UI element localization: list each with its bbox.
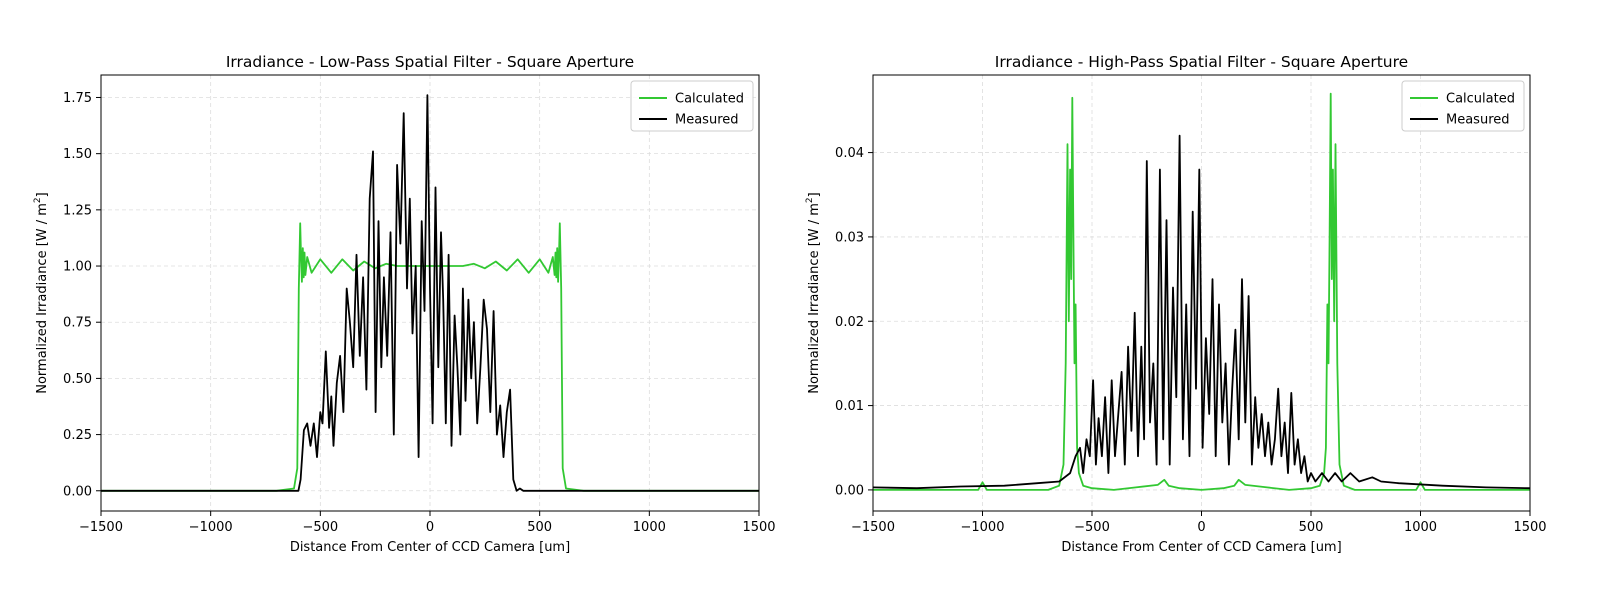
y-tick-label: 1.00	[63, 260, 92, 275]
y-tick-label: 0.00	[835, 483, 864, 498]
series-line-measured	[873, 134, 1530, 490]
y-tick-label: 0.50	[63, 372, 92, 387]
y-axis-label-end: ]	[807, 192, 822, 197]
x-tick-label: 500	[527, 520, 552, 535]
y-tick-label: 0.04	[835, 146, 864, 161]
y-axis-label-sup: 2	[805, 197, 815, 203]
y-axis-label-main: Normalized Irradiance [W / m	[807, 203, 822, 394]
y-tick-label: 0.03	[835, 230, 864, 245]
y-tick-label: 0.01	[835, 399, 864, 414]
y-axis-label: Normalized Irradiance [W / m2]	[805, 192, 822, 394]
x-axis-label: Distance From Center of CCD Camera [um]	[1061, 540, 1341, 555]
x-tick-label: −1000	[961, 520, 1005, 535]
chart-title: Irradiance - High-Pass Spatial Filter - …	[995, 53, 1408, 71]
x-tick-label: −500	[1074, 520, 1110, 535]
x-tick-label: 1500	[742, 520, 775, 535]
x-tick-label: 0	[426, 520, 434, 535]
y-tick-label: 1.50	[63, 147, 92, 162]
x-tick-label: −1500	[79, 520, 123, 535]
y-tick-label: 0.02	[835, 315, 864, 330]
x-tick-label: −500	[302, 520, 338, 535]
y-tick-label: 0.00	[63, 484, 92, 499]
chart-panel-1: −1500 −1000 −500 0 500 1000 1500 0.00 0.25 0.50 0.…	[33, 53, 776, 555]
x-tick-label: 0	[1197, 520, 1205, 535]
y-axis-label-main: Normalized Irradiance [W / m	[35, 203, 50, 394]
x-tick-label: 1000	[633, 520, 666, 535]
y-axis-label-sup: 2	[33, 197, 43, 203]
y-tick-label: 1.25	[63, 203, 92, 218]
y-tick-label: 0.75	[63, 316, 92, 331]
y-axis-label-end: ]	[35, 192, 50, 197]
x-tick-label: −1000	[189, 520, 233, 535]
y-axis-label: Normalized Irradiance [W / m2]	[33, 192, 50, 394]
x-tick-label: 1000	[1404, 520, 1437, 535]
series-line-calculated	[873, 92, 1530, 491]
chart-title: Irradiance - Low-Pass Spatial Filter - S…	[226, 53, 634, 71]
legend-label-calculated: Calculated	[1446, 92, 1515, 107]
x-tick-label: 500	[1299, 520, 1324, 535]
legend-label-measured: Measured	[675, 113, 739, 128]
chart-panel-2: −1500 −1000 −500 0 500 1000 1500 0.00 0.01 0.02 0.…	[805, 53, 1547, 555]
y-tick-label: 0.25	[63, 428, 92, 443]
series-line-measured	[101, 94, 759, 492]
x-axis-label: Distance From Center of CCD Camera [um]	[290, 540, 570, 555]
legend: Calculated Measured	[630, 80, 754, 132]
x-tick-label: −1500	[851, 520, 895, 535]
y-tick-label: 1.75	[63, 91, 92, 106]
legend: Calculated Measured	[1401, 80, 1525, 132]
legend-label-calculated: Calculated	[675, 92, 744, 107]
legend-label-measured: Measured	[1446, 113, 1510, 128]
x-tick-label: 1500	[1513, 520, 1546, 535]
